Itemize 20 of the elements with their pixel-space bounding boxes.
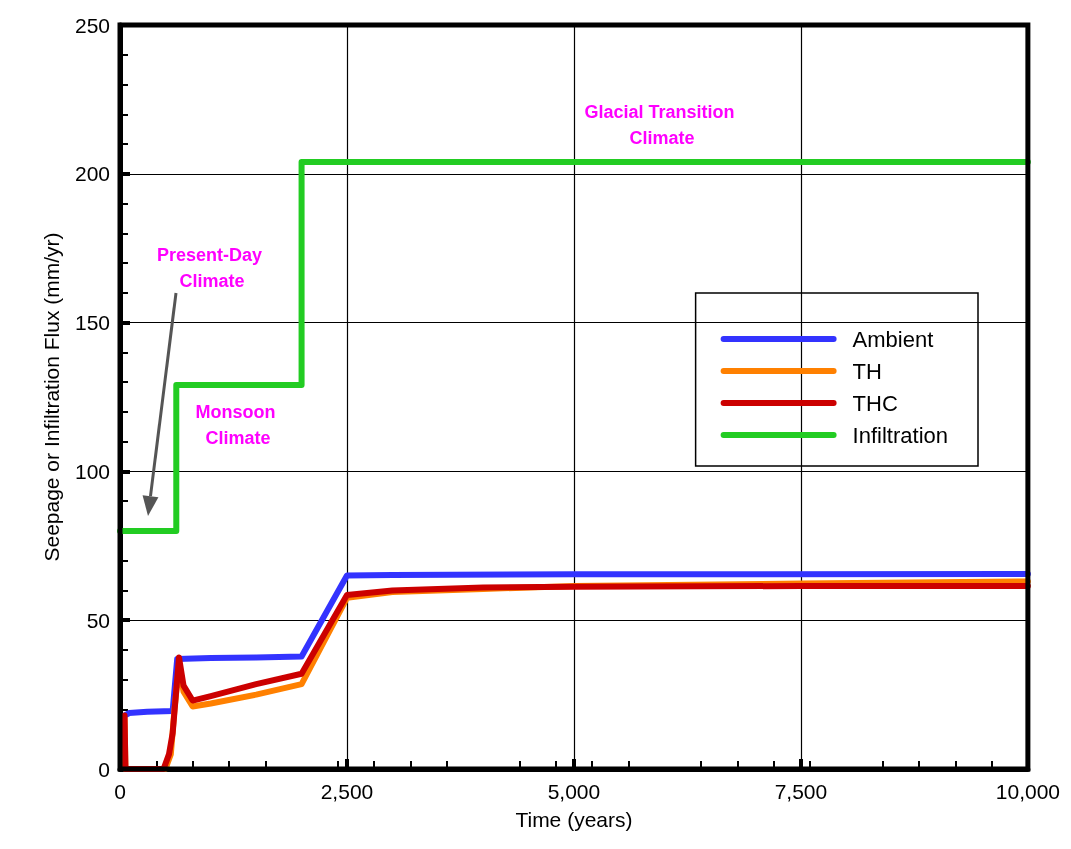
x-axis-title: Time (years) <box>515 808 633 831</box>
annotation: Glacial Transition Climate <box>584 102 740 148</box>
legend-label: Ambient <box>852 326 934 352</box>
legend-label: THC <box>852 390 898 416</box>
x-tick-label: 2,500 <box>320 780 374 803</box>
legend-label: Infiltration <box>852 422 949 448</box>
annotation: Present-Day Climate <box>156 245 268 291</box>
y-axis-title: Seepage or Infiltration Flux (mm/yr) <box>40 232 63 562</box>
x-tick-label: 5,000 <box>547 780 601 803</box>
x-tick-label: 0 <box>114 780 126 803</box>
x-tick-label: 10,000 <box>995 780 1060 803</box>
y-tick-label: 50 <box>86 608 110 632</box>
annotation: Monsoon Climate <box>195 402 281 448</box>
x-tick-label: 7,500 <box>774 780 828 803</box>
legend-label: TH <box>852 358 882 384</box>
y-tick-label: 200 <box>74 162 110 186</box>
y-tick-label: 100 <box>74 459 110 483</box>
y-tick-label: 0 <box>98 757 110 781</box>
y-tick-label: 150 <box>74 311 110 335</box>
y-tick-label: 250 <box>74 13 110 37</box>
